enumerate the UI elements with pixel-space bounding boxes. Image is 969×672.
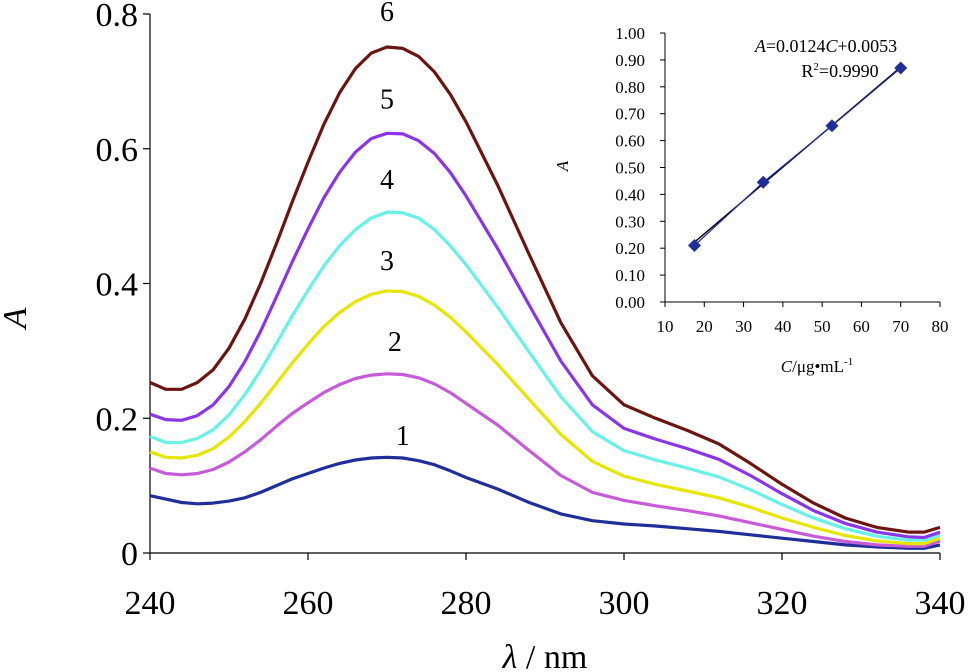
- main-curve-labels: 1 2 3 4 5 6: [380, 0, 410, 452]
- inset-x-tick-label: 40: [774, 317, 791, 336]
- main-x-axis-symbol: λ: [502, 639, 518, 672]
- inset-marks: [687, 61, 908, 253]
- inset-x-tick-label: 10: [657, 317, 674, 336]
- main-x-tick-label: 340: [915, 585, 966, 622]
- curve-label-3: 3: [380, 246, 394, 277]
- main-y-tick-label: 0.6: [96, 132, 139, 169]
- inset-y-tick-label: 0.50: [615, 159, 645, 178]
- inset-x-axis-unit: /μg•mL: [792, 357, 844, 376]
- main-x-tick-label: 260: [283, 585, 334, 622]
- inset-y-tick-label: 0.80: [615, 78, 645, 97]
- main-x-tick-label: 280: [441, 585, 492, 622]
- main-x-axis-title: λ / nm: [502, 639, 588, 672]
- curve-label-4: 4: [380, 165, 394, 196]
- inset-y-tick-label: 0.20: [615, 239, 645, 258]
- calibration-point: [687, 239, 701, 253]
- fit-equation-lhs: A: [754, 36, 767, 56]
- spectrum-curve-3: [149, 289, 941, 546]
- main-x-tick-label: 240: [125, 585, 176, 622]
- fit-equation: A=0.0124C+0.0053: [754, 36, 897, 56]
- inset-ticks: 10 20 30 40 50 60 70 80 0.00 0.10 0.20 0.30 0.40 0.50…: [615, 24, 948, 336]
- main-x-tick-label: 320: [757, 585, 808, 622]
- fit-equation-rest: +0.0053: [838, 36, 898, 56]
- inset-y-tick-label: 0.70: [615, 105, 645, 124]
- inset-x-tick-label: 60: [853, 317, 870, 336]
- calibration-point: [894, 61, 908, 75]
- main-curves: [149, 45, 941, 550]
- inset-x-axis-symbol: C: [781, 357, 793, 376]
- main-y-axis-title: A: [0, 307, 34, 330]
- fit-r-squared-label: R: [801, 61, 813, 81]
- data-connector-line: [694, 67, 902, 246]
- inset-x-tick-label: 20: [696, 317, 713, 336]
- inset-y-tick-label: 1.00: [615, 24, 645, 43]
- main-x-axis-unit: / nm: [517, 639, 587, 672]
- fit-r-squared: R2=0.9990: [801, 61, 878, 81]
- inset-x-tick-label: 70: [892, 317, 909, 336]
- main-y-tick-label: 0.8: [96, 0, 139, 34]
- spectrum-curve-2: [149, 372, 941, 548]
- main-y-tick-label: 0.4: [96, 267, 139, 304]
- fit-r-squared-sup: 2: [813, 61, 819, 73]
- inset-y-tick-label: 0.00: [615, 293, 645, 312]
- spectrum-curve-6: [149, 45, 941, 534]
- inset-chart: 10 20 30 40 50 60 70 80 0.00 0.10 0.20 0.30 0.40 0.50…: [553, 24, 949, 376]
- calibration-point: [756, 175, 770, 189]
- fit-equation-var: C: [825, 36, 838, 56]
- curve-label-2: 2: [388, 327, 402, 358]
- inset-x-axis-superscript: -1: [844, 356, 853, 368]
- inset-x-axis-title: C/μg•mL-1: [781, 356, 853, 376]
- fit-r-squared-value: =0.9990: [819, 61, 879, 81]
- calibration-point: [825, 119, 839, 133]
- spectrum-curve-4: [149, 210, 941, 542]
- curve-label-5: 5: [380, 84, 394, 115]
- spectrum-curve-5: [149, 131, 941, 540]
- inset-x-tick-label: 80: [932, 317, 949, 336]
- curve-label-6: 6: [380, 0, 394, 28]
- inset-y-axis-title: A: [553, 160, 572, 172]
- inset-y-tick-label: 0.40: [615, 185, 645, 204]
- fit-equation-eq: =0.0124: [766, 36, 826, 56]
- main-y-tick-label: 0: [121, 536, 138, 573]
- inset-y-tick-label: 0.10: [615, 266, 645, 285]
- inset-x-tick-label: 30: [735, 317, 752, 336]
- main-x-tick-label: 300: [599, 585, 650, 622]
- inset-y-tick-label: 0.30: [615, 212, 645, 231]
- main-y-tick-label: 0.2: [96, 401, 139, 438]
- curve-label-1: 1: [396, 421, 410, 452]
- spectrum-curve-1: [149, 455, 941, 550]
- inset-x-tick-label: 50: [814, 317, 831, 336]
- inset-y-tick-label: 0.90: [615, 51, 645, 70]
- inset-y-tick-label: 0.60: [615, 132, 645, 151]
